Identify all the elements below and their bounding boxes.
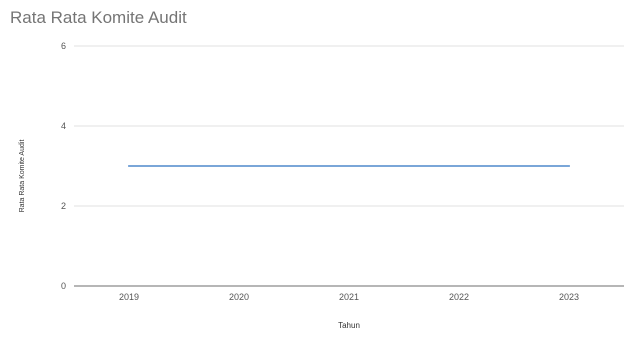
data-point (128, 165, 130, 167)
x-tick-label: 2020 (229, 292, 249, 302)
y-tick-label: 2 (61, 201, 66, 211)
data-point (238, 165, 240, 167)
y-tick-label: 6 (61, 41, 66, 51)
chart-title: Rata Rata Komite Audit (10, 8, 187, 27)
x-tick-label: 2023 (559, 292, 579, 302)
axis-layer: 0 2 4 6 2019 2020 2021 2022 2023 (61, 41, 579, 302)
y-tick-label: 4 (61, 121, 66, 131)
data-point (568, 165, 570, 167)
y-axis-label: Rata Rata Komite Audit (19, 140, 26, 213)
x-tick-label: 2022 (449, 292, 469, 302)
data-point (348, 165, 350, 167)
grid-layer (74, 45, 624, 287)
label-layer: Tahun Rata Rata Komite Audit (19, 140, 360, 330)
series-layer (128, 165, 570, 167)
y-tick-label: 0 (61, 281, 66, 291)
data-point (458, 165, 460, 167)
x-tick-label: 2019 (119, 292, 139, 302)
x-axis-label: Tahun (338, 321, 360, 330)
x-tick-label: 2021 (339, 292, 359, 302)
